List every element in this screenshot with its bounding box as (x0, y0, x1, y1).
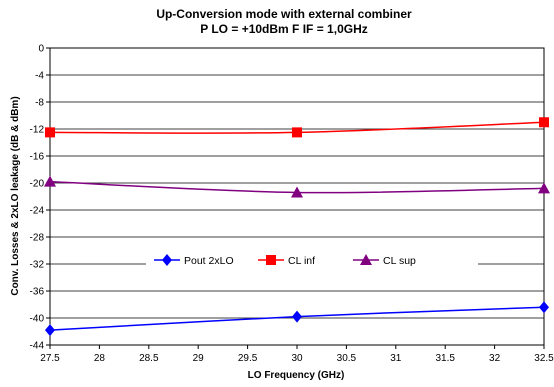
data-point (292, 127, 302, 138)
x-tick-label: 28 (94, 353, 106, 364)
y-axis-ticks: 0 -4 -8 -12 -16 -20 -24 -28 -32 -36 -40 -44 (30, 44, 50, 352)
data-point (44, 175, 56, 187)
data-point (45, 127, 55, 138)
legend-label: Pout 2xLO (184, 255, 234, 267)
x-tick-label: 31 (390, 353, 402, 364)
x-tick-label: 32 (489, 353, 501, 364)
legend: Pout 2xLO CL inf CL sup (146, 244, 478, 276)
legend-label: CL inf (288, 255, 315, 267)
legend-swatch-marker (360, 254, 372, 265)
y-tick-label: 0 (38, 44, 44, 55)
y-tick-label: -16 (30, 152, 45, 163)
x-tick-label: 31.5 (435, 353, 455, 364)
y-axis-label: Conv. Losses & 2xLO leakage (dB & dBm) (10, 96, 21, 295)
legend-swatch-marker (266, 255, 276, 265)
x-tick-label: 29.5 (238, 353, 258, 364)
x-tick-label: 29 (193, 353, 205, 364)
data-point (45, 324, 55, 337)
x-tick-label: 30 (291, 353, 303, 364)
data-point (538, 182, 550, 194)
data-point (292, 310, 302, 323)
data-point (539, 117, 549, 128)
x-axis-label: LO Frequency (GHz) (248, 370, 345, 381)
y-tick-label: -12 (30, 125, 45, 136)
x-tick-label: 32.5 (534, 353, 554, 364)
legend-label: CL sup (383, 255, 416, 267)
y-tick-label: -24 (30, 206, 45, 217)
y-tick-label: -4 (35, 71, 44, 82)
x-tick-label: 28.5 (139, 353, 159, 364)
y-tick-label: -8 (35, 98, 44, 109)
chart-title-line2: P LO = +10dBm F IF = 1,0GHz (200, 22, 368, 36)
x-tick-label: 30.5 (337, 353, 357, 364)
data-point (291, 186, 303, 198)
y-tick-label: -28 (30, 233, 45, 244)
x-axis-ticks: 27.5 28 28.5 29 29.5 30 30.5 31 31.5 32 32.5 (40, 345, 554, 364)
x-tick-label: 27.5 (40, 353, 60, 364)
data-point (539, 301, 549, 314)
y-tick-label: -40 (30, 314, 45, 325)
series-group (44, 117, 550, 337)
y-tick-label: -32 (30, 260, 45, 271)
chart-title-line1: Up-Conversion mode with external combine… (156, 7, 412, 21)
y-tick-label: -36 (30, 287, 45, 298)
legend-box (146, 244, 478, 276)
y-tick-label: -20 (30, 179, 45, 190)
y-tick-label: -44 (30, 341, 45, 352)
legend-swatch-marker (162, 254, 172, 266)
